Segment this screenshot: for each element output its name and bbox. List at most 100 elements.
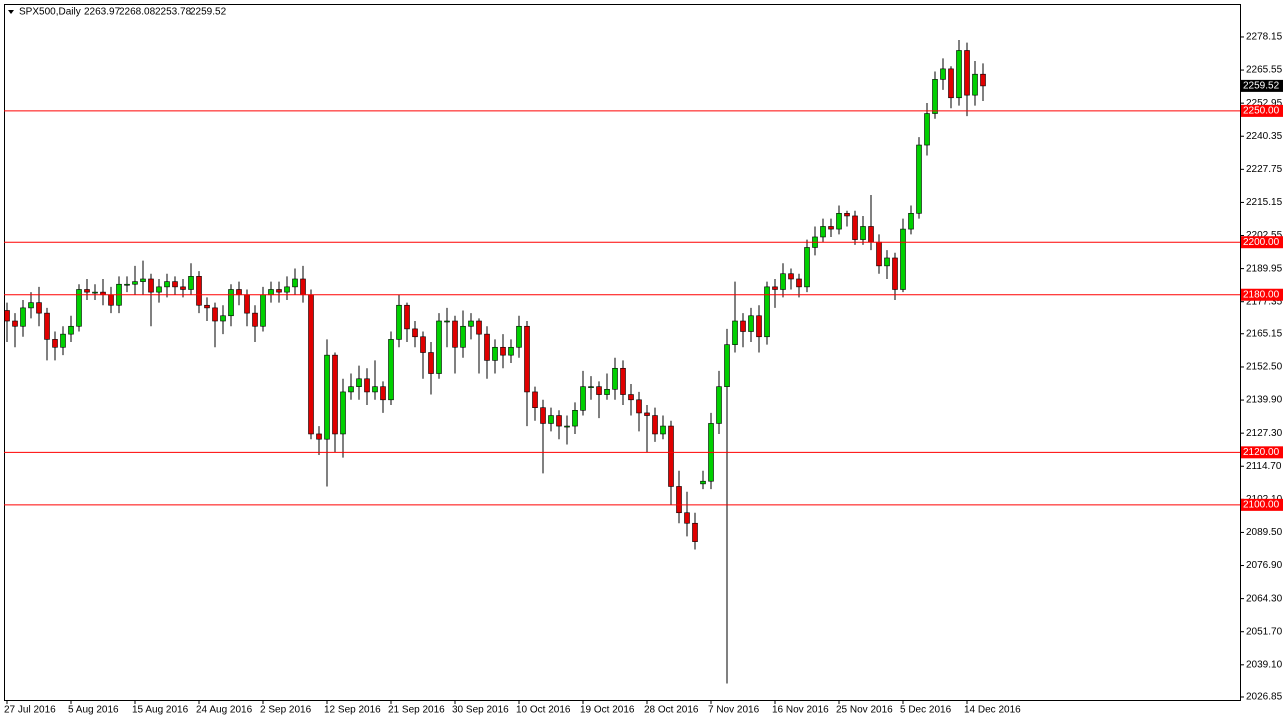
candle-body [436,320,442,374]
candle-body [124,283,130,286]
y-tick-label: 2278.15 [1246,32,1283,43]
candle-body [572,410,578,427]
candle-body [972,73,978,96]
candle-body [172,281,178,288]
candle-body [92,291,98,294]
y-tick-label: 2127.30 [1246,428,1283,439]
candle-body [132,281,138,285]
candle-body [748,315,754,332]
candle-body [788,273,794,280]
candle-body [940,68,946,80]
last-price-box [1241,79,1283,92]
candle-body [884,257,890,267]
candle-body [348,386,354,393]
candle-body [156,286,162,293]
candle-body [476,320,482,335]
x-tick-label: 14 Dec 2016 [964,705,1021,716]
x-tick-label: 5 Aug 2016 [68,705,119,716]
x-tick-label: 7 Nov 2016 [708,705,760,716]
candle-body [676,486,682,514]
candle-body [852,215,858,240]
candle-body [148,278,154,293]
candle-body [900,228,906,290]
candle-body [412,328,418,338]
candle-body [564,425,570,428]
candle-body [700,480,706,485]
candle-body [756,315,762,338]
level-label: 2180.00 [1243,289,1280,300]
x-tick-label: 25 Nov 2016 [836,705,893,716]
candle-body [684,512,690,524]
level-label-box [1241,446,1283,459]
candle-body [612,367,618,390]
candle-body [444,320,450,323]
candle-body [500,346,506,356]
y-tick-label: 2177.35 [1246,296,1283,307]
y-tick-label: 2026.85 [1246,692,1283,703]
candle-body [268,289,274,296]
level-label-box [1241,498,1283,511]
candle-body [932,79,938,114]
candle-body [372,386,378,393]
level-label-box [1241,288,1283,301]
x-tick-label: 5 Dec 2016 [900,705,952,716]
candle-body [196,276,202,306]
candle-body [908,213,914,230]
candle-body [732,320,738,345]
x-tick-label: 12 Sep 2016 [324,705,381,716]
candle-body [492,346,498,361]
candle-body [644,412,650,416]
candle-body [668,425,674,487]
candle-body [452,320,458,348]
candle-body [540,407,546,424]
candle-body [548,415,554,424]
candle-body [52,339,58,348]
chart-title: SPX500,Daily [19,7,81,18]
x-tick-label: 15 Aug 2016 [132,705,189,716]
candle-body [356,378,362,387]
candle-body [180,286,186,290]
candle-body [828,226,834,230]
header-low: 2253.78 [155,7,192,18]
x-tick-label: 30 Sep 2016 [452,705,509,716]
candle-body [428,352,434,374]
candle-body [980,73,986,87]
candle-body [868,226,874,243]
candle-body [276,289,282,293]
candle-body [28,302,34,309]
x-tick-label: 28 Oct 2016 [644,705,699,716]
plot-frame [4,4,1241,701]
candle-body [780,273,786,290]
candle-body [484,333,490,361]
candle-body [140,278,146,282]
x-tick-label: 24 Aug 2016 [196,705,253,716]
candle-body [716,386,722,424]
candle-body [892,257,898,290]
y-tick-label: 2227.75 [1246,164,1283,175]
candle-body [340,391,346,435]
candle-body [964,50,970,96]
candle-body [740,320,746,332]
candle-body [724,344,730,387]
symbol-menu-icon[interactable] [8,10,14,14]
y-tick-label: 2265.55 [1246,65,1283,76]
candle-body [292,278,298,288]
candle-body [228,289,234,317]
header-high: 2268.08 [119,7,156,18]
candle-body [804,247,810,288]
y-tick-label: 2039.10 [1246,659,1283,670]
candle-body [948,68,954,99]
candle-body [916,144,922,214]
candle-body [364,378,370,393]
candle-body [220,315,226,322]
y-tick-label: 2252.95 [1246,98,1283,109]
level-label: 2250.00 [1243,106,1280,117]
level-label: 2200.00 [1243,237,1280,248]
candle-body [404,304,410,330]
x-tick-label: 27 Jul 2016 [4,705,56,716]
candle-body [516,325,522,348]
candle-body [588,386,594,388]
candle-body [764,286,770,338]
last-price-label: 2259.52 [1243,81,1280,92]
x-tick-label: 10 Oct 2016 [516,705,571,716]
